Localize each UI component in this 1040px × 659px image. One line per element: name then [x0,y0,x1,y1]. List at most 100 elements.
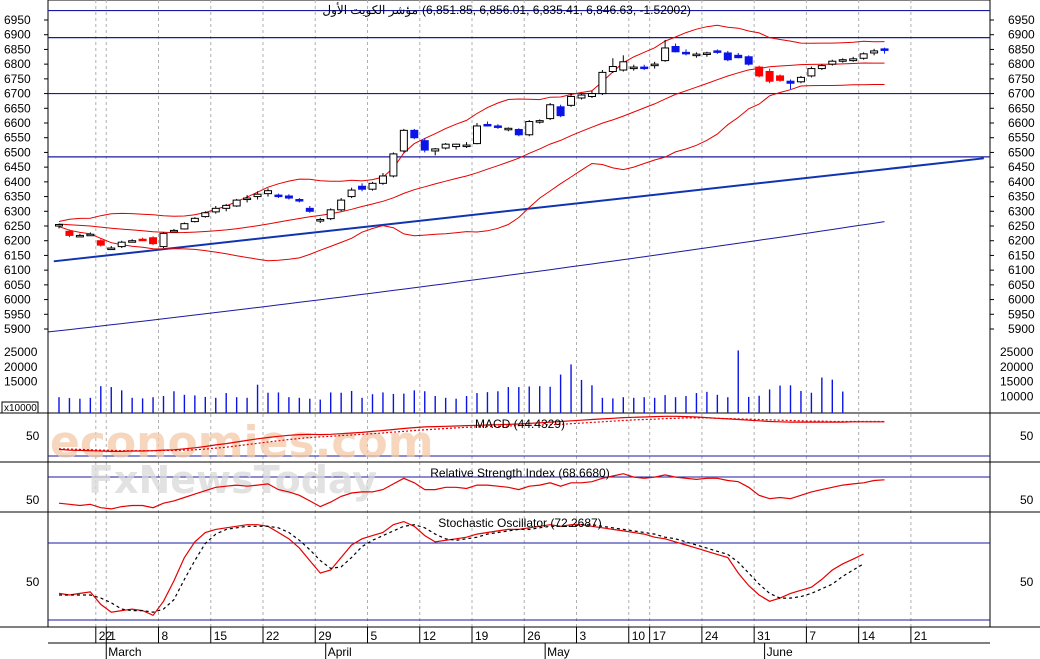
candle-body-58 [661,47,670,62]
candle-body-77 [859,53,868,59]
macd-tick-right: 50 [1020,429,1034,443]
long-moving-average [48,221,885,333]
candle-body-74 [828,60,837,65]
candle-body-13 [190,217,199,223]
candle-body-52 [598,71,607,95]
price-tick-left-6250: 6250 [4,219,31,233]
candle-body-10 [159,232,168,248]
candle-body-25 [316,219,325,222]
candle-body-0 [55,224,63,227]
candle-body-72 [807,68,816,77]
candle-body-35 [420,140,429,151]
candle-body-51 [587,93,596,98]
volume-tick-right-25000: 25000 [1000,345,1034,359]
candle-body-20 [264,190,272,195]
price-tick-right-5950: 5950 [1008,307,1035,321]
price-tick-left-6200: 6200 [4,234,31,248]
price-tick-right-6950: 6950 [1008,13,1035,27]
candle-body-50 [577,94,586,99]
price-tick-right-6850: 6850 [1008,42,1035,56]
price-tick-right-6050: 6050 [1008,278,1035,292]
price-tick-left-6950: 6950 [4,13,31,27]
candle-body-42 [493,125,502,128]
candle-body-54 [619,61,628,71]
candle-body-5 [107,247,116,251]
volume-tick-left-25000: 25000 [4,345,38,359]
candle-body-24 [305,207,314,212]
date-tick-10: 3 [580,629,587,643]
date-tick-13: 24 [705,629,719,643]
volume-tick-right-10000: 10000 [1000,390,1034,404]
candle-body-30 [368,182,377,190]
date-tick-16: 14 [862,629,876,643]
macd-signal-line [58,417,885,452]
price-tick-right-6600: 6600 [1008,116,1035,130]
price-tick-left-6350: 6350 [4,190,31,204]
month-label-3: June [767,645,793,659]
candle-body-11 [169,229,178,233]
date-tick-0: 22 [99,629,113,643]
candle-body-31 [378,175,387,184]
candle-body-70 [786,80,795,84]
price-tick-right-6400: 6400 [1008,175,1035,189]
date-tick-2: 8 [162,629,169,643]
date-tick-5: 29 [318,629,332,643]
candle-body-21 [274,194,283,198]
price-tick-right-6000: 6000 [1008,293,1035,307]
candle-body-61 [692,53,701,57]
candle-body-3 [86,233,95,237]
candle-body-57 [650,63,659,67]
price-tick-left-6550: 6550 [4,131,31,145]
candle-body-71 [796,76,805,83]
volume-tick-left-15000: 15000 [4,375,38,389]
price-tick-right-6900: 6900 [1008,28,1035,42]
candle-body-60 [682,51,690,55]
stochastic-label: Stochastic Oscillator (72.2687) [438,516,601,530]
candle-body-78 [870,50,879,54]
candle-body-16 [222,204,231,209]
stochastic-panel [58,520,864,617]
price-tick-right-6500: 6500 [1008,145,1035,159]
candle-body-36 [431,148,440,152]
price-tick-left-6050: 6050 [4,278,31,292]
bollinger-lower [58,84,885,262]
rsi-tick-right: 50 [1020,493,1034,507]
price-tick-left-6450: 6450 [4,160,31,174]
price-tick-left-6700: 6700 [4,87,31,101]
price-tick-right-6800: 6800 [1008,57,1035,71]
price-tick-right-6450: 6450 [1008,160,1035,174]
price-tick-right-6250: 6250 [1008,219,1035,233]
candle-body-14 [201,212,210,218]
macd-tick-left: 50 [26,429,40,443]
price-tick-right-6200: 6200 [1008,234,1035,248]
date-tick-4: 22 [266,629,280,643]
price-tick-right-6100: 6100 [1008,263,1035,277]
date-tick-15: 7 [809,629,816,643]
month-label-2: May [547,645,570,659]
price-tick-right-6150: 6150 [1008,248,1035,262]
price-tick-left-6750: 6750 [4,72,31,86]
volume-tick-right-15000: 15000 [1000,375,1034,389]
rsi-panel [58,473,885,510]
candle-body-27 [337,199,346,211]
price-tick-left-6650: 6650 [4,101,31,115]
candle-body-76 [849,58,858,62]
candle-body-22 [284,195,293,199]
date-tick-3: 15 [214,629,228,643]
candle-body-48 [556,106,565,117]
date-tick-8: 19 [475,629,489,643]
candle-body-38 [452,143,461,148]
date-tick-7: 12 [423,629,437,643]
date-tick-11: 10 [632,629,646,643]
price-tick-left-6600: 6600 [4,116,31,130]
volume-unit-box [1,401,39,414]
rsi-tick-left: 50 [26,493,40,507]
candle-body-56 [640,66,649,70]
date-tick-12: 17 [653,629,667,643]
candle-body-53 [608,65,617,73]
candle-body-32 [389,153,398,177]
price-tick-left-5900: 5900 [4,322,31,336]
